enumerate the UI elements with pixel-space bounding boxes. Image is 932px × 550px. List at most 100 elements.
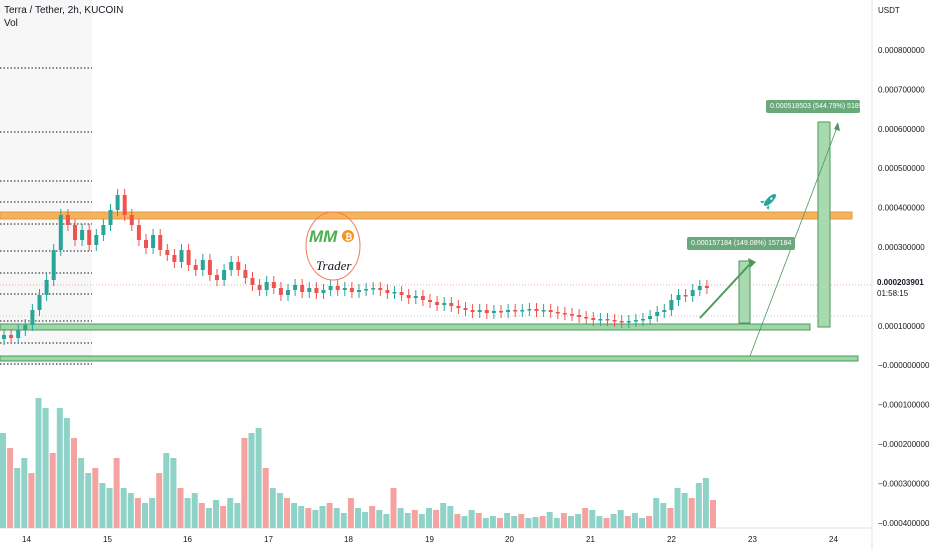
candle-body [697, 286, 702, 290]
price-axis-labels: 0.000800000 0.000700000 0.000600000 0.00050… [878, 46, 930, 528]
date-tick-label: 19 [425, 535, 434, 544]
bitcoin-icon [342, 230, 354, 242]
price-tick-label: 0.000600000 [878, 125, 925, 134]
candle-body [37, 295, 42, 310]
candle-body [428, 300, 432, 302]
volume-bar [248, 433, 255, 528]
volume-bar [56, 408, 63, 528]
date-tick-label: 18 [344, 535, 353, 544]
candle-body [548, 310, 553, 312]
volume-bar [418, 514, 425, 528]
date-tick-label: 20 [505, 535, 514, 544]
arrow-up-icon [748, 258, 756, 268]
volume-bar [184, 498, 191, 528]
candle-body [23, 325, 28, 330]
candle-body [179, 250, 184, 262]
price-tick-label: 0.000500000 [878, 164, 925, 173]
volume-bar [639, 518, 645, 528]
candle-body [555, 312, 560, 314]
volume-bar [198, 503, 205, 528]
candle-body [399, 292, 404, 295]
volume-bar [404, 513, 411, 528]
volume-bar [397, 508, 404, 528]
candle-body [44, 280, 49, 295]
trend-line-1[interactable] [699, 263, 751, 319]
dotted-guides [0, 67, 92, 365]
candle-body [158, 235, 163, 250]
candle-body [243, 270, 248, 278]
volume-bar [525, 518, 532, 528]
candle-body [30, 310, 35, 325]
candle-body [435, 302, 440, 305]
candle-body [541, 310, 546, 312]
price-tick-label: −0.000300000 [878, 479, 930, 488]
candle-body [307, 288, 312, 292]
volume-bar [312, 510, 319, 528]
candle-body [570, 314, 574, 316]
volume-bar [681, 493, 688, 528]
support-zone-1[interactable] [0, 323, 811, 331]
volume-bar [170, 458, 177, 528]
support-zone-2[interactable] [0, 355, 859, 362]
candle-body [619, 321, 624, 323]
candle-body [683, 295, 688, 297]
symbol-header[interactable]: Terra / Tether, 2h, KUCOIN Vol [4, 4, 123, 30]
date-tick-label: 17 [264, 535, 273, 544]
candle-body [626, 321, 631, 323]
volume-bar [220, 506, 227, 528]
resistance-zone[interactable] [0, 211, 853, 220]
candle-body [80, 230, 85, 240]
candle-body [584, 317, 589, 319]
volume-bar [298, 506, 305, 528]
price-tick-label: 0.000100000 [878, 322, 925, 331]
candle-body [108, 210, 113, 225]
candle-body [562, 313, 567, 315]
volume-bar [546, 512, 553, 528]
volume-bar [440, 503, 447, 528]
candle-body [229, 262, 234, 270]
candle-body [577, 315, 582, 317]
volume-bar [653, 498, 660, 528]
volume-bar [433, 510, 440, 528]
measure-box-1[interactable] [738, 260, 751, 324]
candle-body [87, 230, 92, 245]
candle-body [293, 285, 298, 290]
volume-bar [291, 503, 298, 528]
currency-unit: USDT [878, 6, 900, 15]
candle-body [264, 282, 269, 290]
measure-box-2[interactable] [817, 121, 831, 328]
volume-bar [227, 498, 234, 528]
volume-bar [411, 510, 418, 528]
candle-body [477, 310, 482, 312]
symbol-title[interactable]: Terra / Tether, 2h, KUCOIN [4, 5, 124, 16]
price-tick-label: 0.000800000 [878, 46, 925, 55]
volume-bar [575, 514, 582, 528]
candle-body [115, 195, 120, 210]
volume-bar [582, 508, 589, 528]
volume-bar [340, 513, 347, 528]
volume-bar [276, 493, 283, 528]
volume-bar [234, 503, 241, 528]
volume-bar [369, 506, 376, 528]
candle-body [612, 320, 617, 322]
candle-body [463, 308, 468, 310]
candle-body [648, 316, 653, 319]
volume-bar [702, 478, 709, 528]
candle-body [591, 318, 596, 320]
candle-body [236, 262, 241, 270]
candle-body [534, 309, 539, 311]
svg-text:₿: ₿ [345, 232, 352, 242]
candle-body [392, 292, 397, 294]
candle-body [662, 310, 667, 312]
volume-bar [631, 513, 638, 528]
volume-bar [99, 483, 106, 528]
volume-bar [241, 438, 248, 528]
candle-body [222, 270, 227, 280]
volume-bar [695, 483, 702, 528]
volume-bar [63, 418, 70, 528]
candle-body [51, 250, 56, 280]
candle-body [520, 310, 525, 312]
volume-bar [177, 488, 184, 528]
volume-bar [120, 488, 127, 528]
